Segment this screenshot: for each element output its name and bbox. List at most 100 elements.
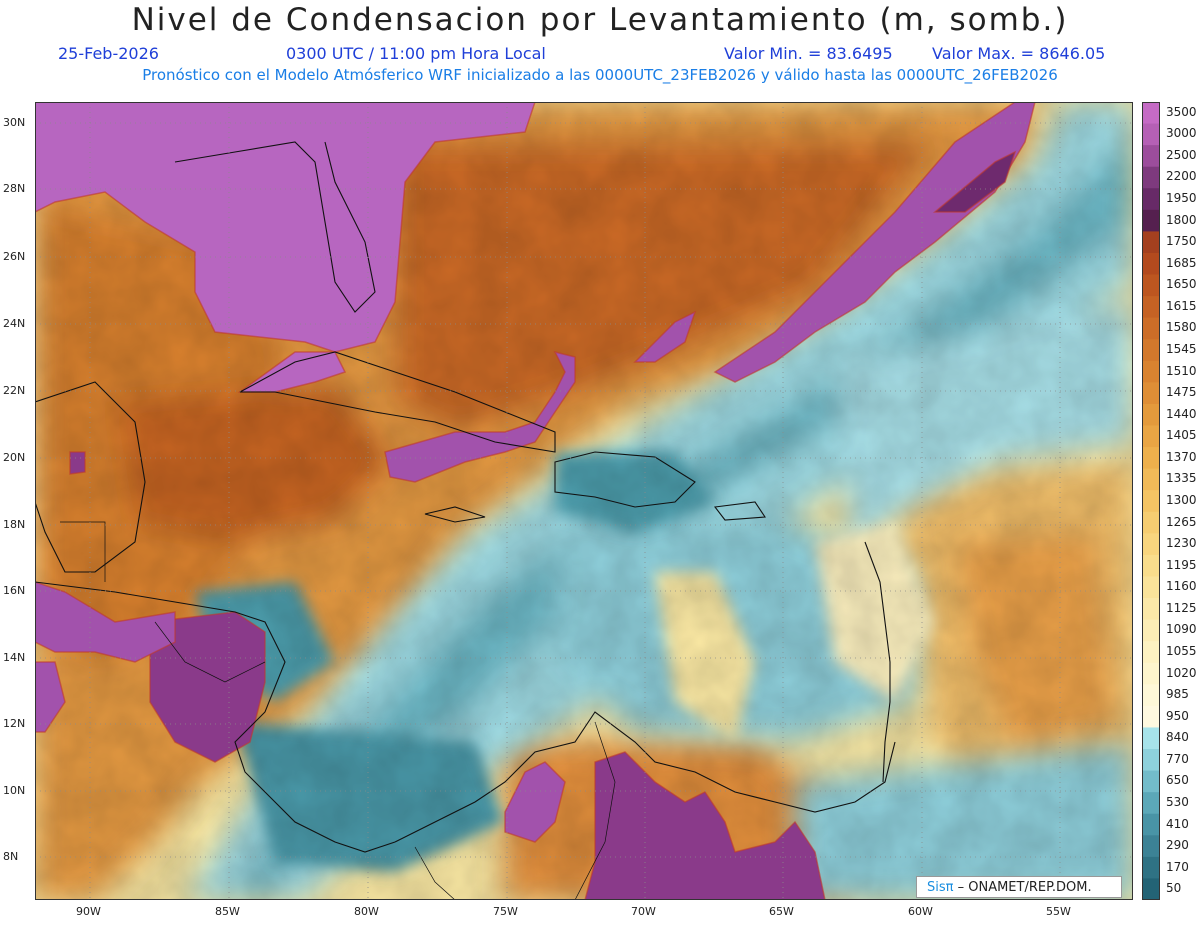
legend-swatch <box>1142 403 1160 427</box>
legend-label: 950 <box>1166 708 1189 723</box>
lat-label: 30N <box>3 116 26 129</box>
coast-hispaniola <box>554 451 696 508</box>
legend-swatch <box>1142 123 1160 146</box>
legend-label: 1510 <box>1166 363 1197 378</box>
legend-label: 1300 <box>1166 493 1197 507</box>
legend-swatch <box>1142 749 1160 772</box>
legend-swatch <box>1142 166 1160 189</box>
legend-swatch <box>1142 188 1160 211</box>
legend-swatch <box>1142 145 1160 168</box>
lon-label: 60W <box>908 905 933 918</box>
purple-venezuela-west <box>504 761 566 843</box>
legend-swatch <box>1142 317 1160 340</box>
lat-label: 16N <box>3 584 26 597</box>
legend-label: 2500 <box>1166 147 1197 162</box>
legend-swatch <box>1142 856 1160 879</box>
map-title: Nivel de Condensacion por Levantamiento … <box>131 2 1069 38</box>
legend-label: 1615 <box>1166 298 1197 313</box>
date-label: 25-Feb-2026 <box>58 44 159 63</box>
legend-label: 1020 <box>1166 665 1197 680</box>
legend-label: 3000 <box>1166 126 1197 141</box>
legend-label: 1685 <box>1166 255 1197 270</box>
legend-swatch <box>1142 533 1160 556</box>
credit-text: – ONAMET/REP.DOM. <box>957 880 1092 895</box>
max-value-label: Valor Max. = 8646.05 <box>932 44 1106 63</box>
color-legend <box>1142 102 1160 900</box>
legend-frame <box>1142 102 1160 900</box>
legend-swatch <box>1142 770 1160 793</box>
lat-label: 26N <box>3 250 26 263</box>
legend-label: 770 <box>1166 751 1189 766</box>
legend-label: 1055 <box>1166 643 1197 658</box>
legend-label: 985 <box>1166 687 1189 702</box>
purple-bahamas-patch <box>633 310 697 363</box>
legend-label: 410 <box>1166 816 1189 831</box>
legend-swatch <box>1142 619 1160 642</box>
legend-label: 1160 <box>1166 579 1197 594</box>
legend-label: 290 <box>1166 838 1189 853</box>
legend-label: 1335 <box>1166 471 1197 486</box>
legend-label: 1265 <box>1166 514 1197 529</box>
legend-label: 1370 <box>1166 449 1197 464</box>
lon-label: 85W <box>215 905 240 918</box>
forecast-map <box>35 102 1133 900</box>
legend-swatch <box>1142 576 1160 599</box>
lat-label: 24N <box>3 317 26 330</box>
coast-puerto-rico <box>713 501 766 521</box>
border-panama-colombia <box>414 846 456 900</box>
purple-venezuela-edge <box>35 661 66 733</box>
purple-florida-region <box>35 102 536 353</box>
legend-swatch <box>1142 231 1160 254</box>
coast-central-america <box>35 581 396 853</box>
legend-swatch <box>1142 662 1160 685</box>
legend-label: 1750 <box>1166 234 1197 249</box>
coast-cuba <box>239 351 556 453</box>
map-frame <box>35 102 1133 900</box>
lon-label: 55W <box>1046 905 1071 918</box>
legend-swatch <box>1142 792 1160 815</box>
legend-swatch <box>1142 684 1160 707</box>
legend-swatch <box>1142 878 1160 900</box>
purple-cuba-east <box>384 350 576 483</box>
purple-honduras <box>149 611 266 763</box>
lon-label: 75W <box>493 905 518 918</box>
legend-swatch <box>1142 360 1160 383</box>
lon-label: 80W <box>354 905 379 918</box>
coast-yucatan <box>35 381 146 573</box>
legend-swatch <box>1142 252 1160 276</box>
lat-label: 14N <box>3 651 26 664</box>
lon-label: 65W <box>769 905 794 918</box>
legend-swatch <box>1142 382 1160 405</box>
legend-label: 170 <box>1166 859 1189 874</box>
legend-swatch <box>1142 468 1160 491</box>
lat-label: 18N <box>3 518 26 531</box>
lat-label: 28N <box>3 182 26 195</box>
credit-box: Sisπ – ONAMET/REP.DOM. <box>916 876 1122 898</box>
legend-swatch <box>1142 447 1160 470</box>
legend-label: 3500 <box>1166 104 1197 119</box>
legend-swatch <box>1142 835 1160 858</box>
border-honduras <box>154 621 266 683</box>
legend-label: 1195 <box>1166 557 1197 572</box>
coast-jamaica <box>424 506 486 523</box>
legend-label: 1545 <box>1166 342 1197 357</box>
legend-swatch <box>1142 641 1160 664</box>
lat-label: 8N <box>3 850 19 863</box>
legend-label: 50 <box>1166 881 1182 896</box>
time-label: 0300 UTC / 11:00 pm Hora Local <box>286 44 546 63</box>
legend-swatch <box>1142 511 1160 534</box>
lon-label: 70W <box>631 905 656 918</box>
purple-yucatan-spot <box>69 451 86 475</box>
coast-florida <box>174 141 376 313</box>
lon-label: 90W <box>76 905 101 918</box>
legend-swatch <box>1142 813 1160 836</box>
lat-label: 22N <box>3 384 26 397</box>
legend-swatch <box>1142 425 1160 448</box>
legend-swatch <box>1142 274 1160 297</box>
legend-swatch <box>1142 102 1160 125</box>
lat-label: 12N <box>3 717 26 730</box>
legend-swatch <box>1142 339 1160 362</box>
border-colombia-venezuela <box>574 721 616 900</box>
legend-label: 1125 <box>1166 600 1197 615</box>
legend-label: 1475 <box>1166 385 1197 400</box>
